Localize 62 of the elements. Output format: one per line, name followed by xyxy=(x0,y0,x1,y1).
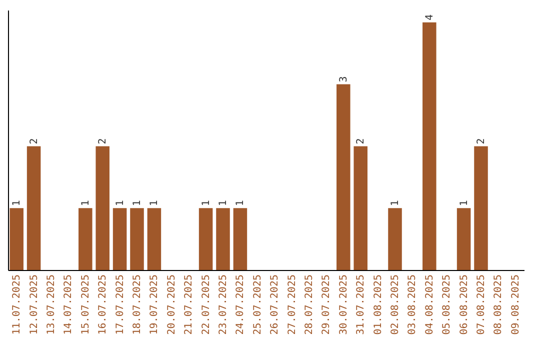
x-tick-label: 21.07.2025 xyxy=(184,274,195,335)
data-label: 1 xyxy=(390,200,401,206)
data-label: 3 xyxy=(338,76,350,82)
x-tick-label: 08.08.2025 xyxy=(493,274,504,335)
bar xyxy=(78,208,92,270)
x-tick-label: 31.07.2025 xyxy=(356,274,367,335)
bar xyxy=(354,146,368,270)
x-tick-label: 25.07.2025 xyxy=(252,274,264,335)
bar xyxy=(456,208,471,270)
x-tick-label: 20.07.2025 xyxy=(166,274,178,335)
bar xyxy=(233,208,248,270)
bar xyxy=(388,208,402,270)
x-tick-label: 19.07.2025 xyxy=(149,274,160,335)
data-label: 1 xyxy=(458,200,470,206)
bar xyxy=(10,208,24,270)
x-tick-label: 07.08.2025 xyxy=(476,274,487,335)
x-tick-label: 27.07.2025 xyxy=(286,274,298,335)
x-tick-label: 06.08.2025 xyxy=(458,274,470,335)
bar xyxy=(198,208,213,270)
x-tick-label: 16.07.2025 xyxy=(98,274,109,335)
x-tick-label: 03.08.2025 xyxy=(407,274,418,335)
x-tick-label: 14.07.2025 xyxy=(63,274,74,335)
x-tick-label: 22.07.2025 xyxy=(200,274,212,335)
x-tick-label: 17.07.2025 xyxy=(114,274,126,335)
bar xyxy=(96,146,110,270)
bar xyxy=(216,208,230,270)
data-label: 2 xyxy=(356,138,367,144)
bar xyxy=(336,84,350,270)
bar xyxy=(112,208,127,270)
bar xyxy=(147,208,162,270)
x-tick-label: 05.08.2025 xyxy=(442,274,453,335)
x-tick-label: 15.07.2025 xyxy=(80,274,92,335)
data-label: 1 xyxy=(218,200,229,206)
data-label: 1 xyxy=(149,200,160,206)
x-tick-label: 13.07.2025 xyxy=(46,274,57,335)
x-tick-label: 12.07.2025 xyxy=(28,274,40,335)
x-tick-label: 24.07.2025 xyxy=(235,274,246,335)
x-tick-label: 02.08.2025 xyxy=(390,274,401,335)
data-label: 1 xyxy=(132,200,143,206)
data-label: 2 xyxy=(98,138,109,144)
x-tick-label: 04.08.2025 xyxy=(424,274,436,335)
x-tick-label: 30.07.2025 xyxy=(338,274,350,335)
bar xyxy=(474,146,488,270)
data-label: 1 xyxy=(114,200,126,206)
data-label: 1 xyxy=(235,200,246,206)
x-tick-label: 09.08.2025 xyxy=(510,274,522,335)
bar xyxy=(130,208,144,270)
x-tick-label: 01.08.2025 xyxy=(372,274,384,335)
x-tick-label: 23.07.2025 xyxy=(218,274,229,335)
x-tick-label: 26.07.2025 xyxy=(270,274,281,335)
x-tick-label: 28.07.2025 xyxy=(304,274,315,335)
bar xyxy=(26,146,41,270)
data-label: 1 xyxy=(200,200,212,206)
x-tick-label: 29.07.2025 xyxy=(321,274,332,335)
data-label: 1 xyxy=(80,200,92,206)
data-label: 4 xyxy=(424,14,436,20)
data-label: 2 xyxy=(476,138,487,144)
data-label: 2 xyxy=(28,138,40,144)
x-tick-label: 18.07.2025 xyxy=(132,274,143,335)
data-label: 1 xyxy=(12,200,23,206)
x-tick-label: 11.07.2025 xyxy=(12,274,23,335)
bar xyxy=(422,22,436,270)
